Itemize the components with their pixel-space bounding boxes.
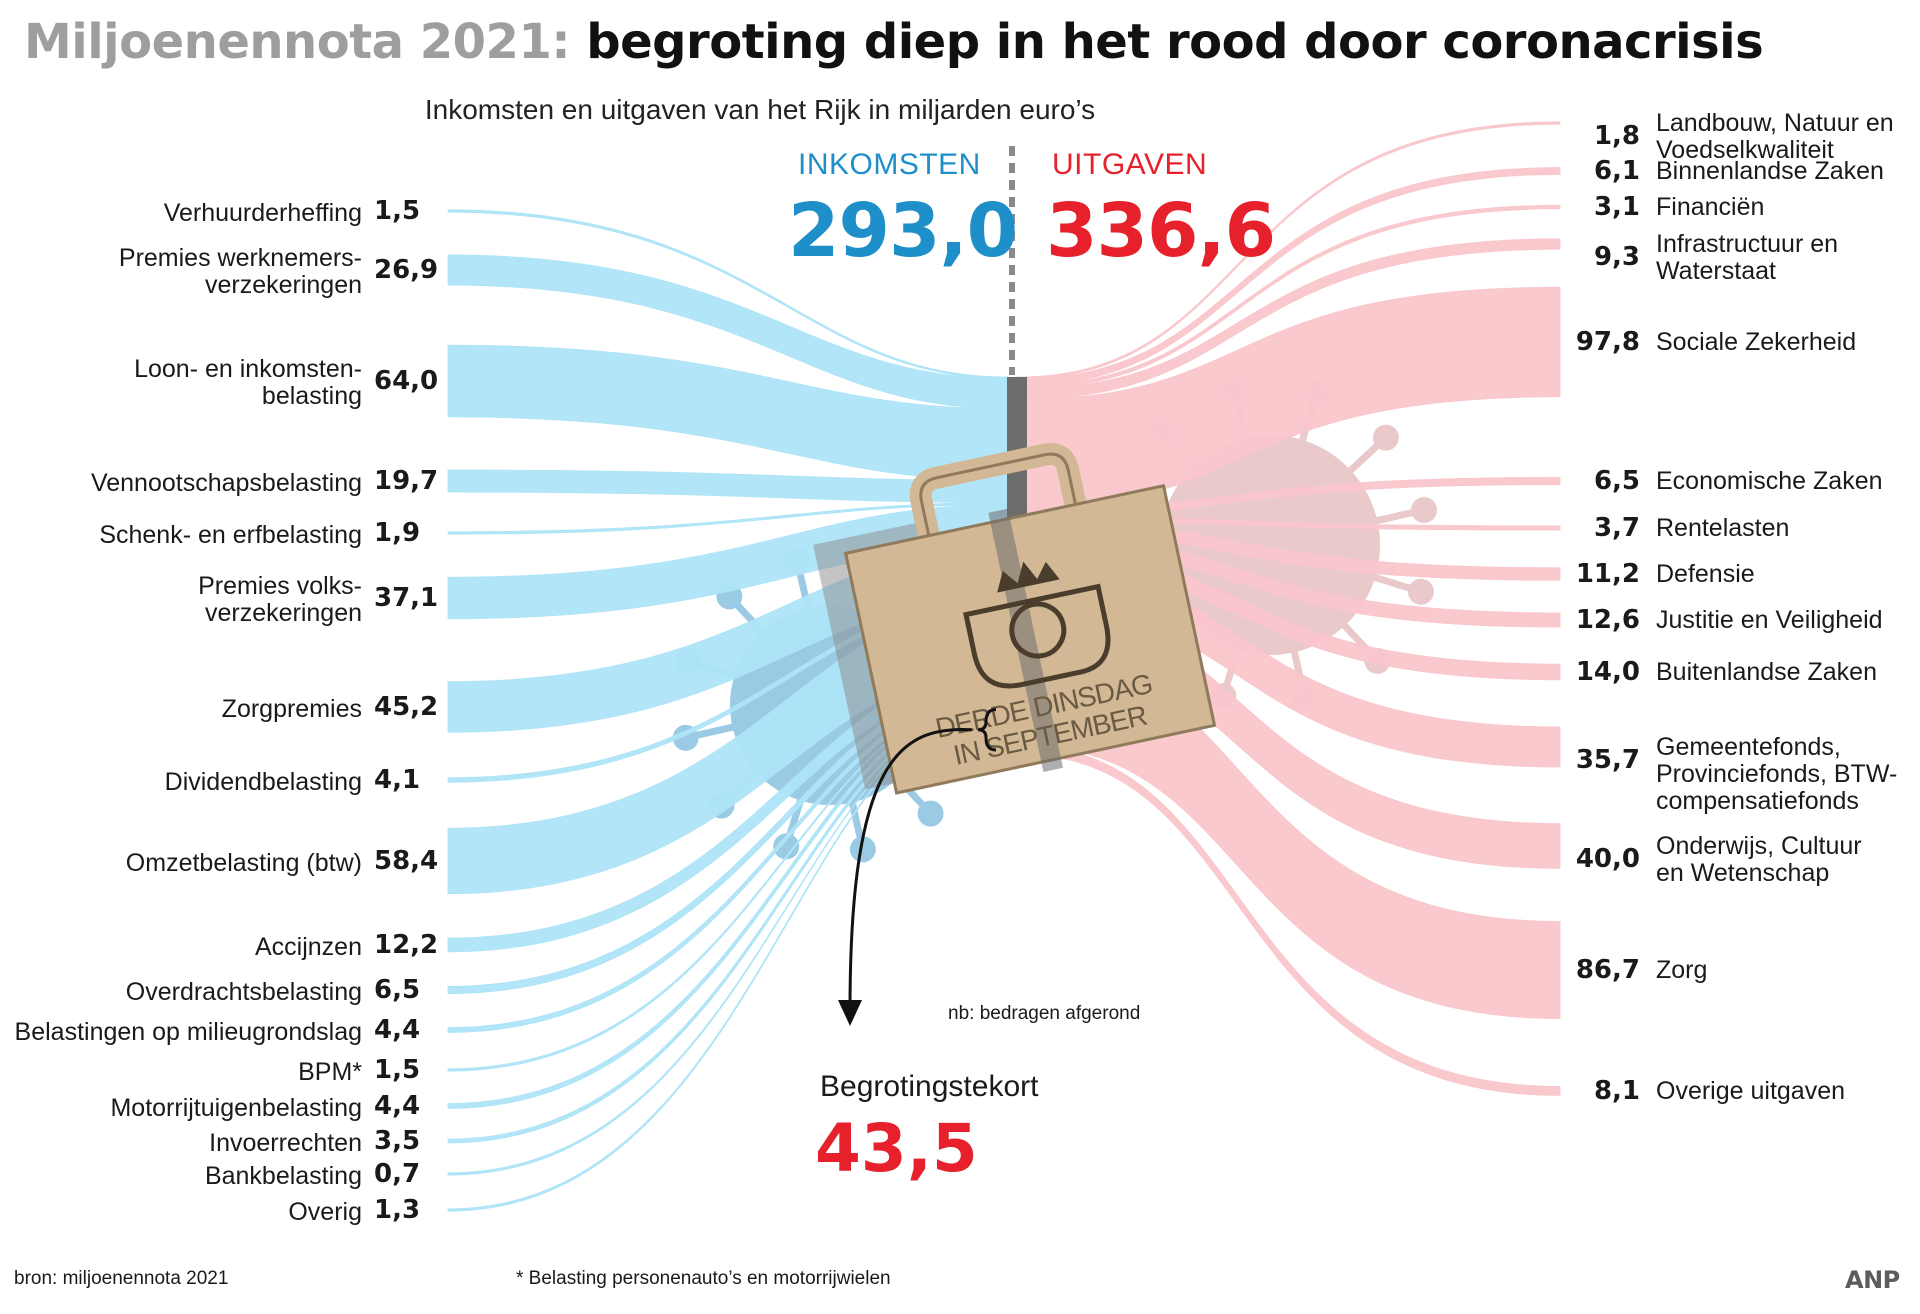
title-main: begroting diep in het rood door coronacr… bbox=[586, 14, 1764, 70]
expense-label-5: Economische Zaken bbox=[1656, 466, 1883, 495]
expense-value-10: 35,7 bbox=[1575, 745, 1640, 775]
expense-label-12: Zorg bbox=[1656, 955, 1708, 984]
expense-value-11: 40,0 bbox=[1575, 844, 1640, 874]
income-flow-2 bbox=[447, 344, 1008, 481]
title-prefix: Miljoenennota 2021: bbox=[24, 14, 571, 70]
expense-label-11: Onderwijs, Cultuur en Wetenschap bbox=[1656, 831, 1862, 887]
income-value-5: 37,1 bbox=[374, 582, 439, 613]
income-label-7: Dividendbelasting bbox=[164, 767, 362, 796]
expense-label-0: Landbouw, Natuur en Voedselkwaliteit bbox=[1656, 108, 1894, 164]
expense-header-label: UITGAVEN bbox=[1052, 148, 1208, 181]
expense-label-4: Sociale Zekerheid bbox=[1656, 327, 1857, 356]
expense-value-2: 3,1 bbox=[1593, 191, 1640, 222]
income-label-1: Premies werknemers-verzekeringen bbox=[118, 244, 362, 299]
source-text: bron: miljoenennota 2021 bbox=[14, 1268, 229, 1289]
expense-flow-2 bbox=[1016, 204, 1561, 390]
deficit-bracket-icon bbox=[838, 707, 997, 1026]
expense-label-2: Financiën bbox=[1656, 192, 1765, 221]
income-label-9: Accijnzen bbox=[255, 932, 362, 961]
expense-value-3: 9,3 bbox=[1593, 242, 1640, 272]
income-value-14: 3,5 bbox=[374, 1125, 421, 1156]
anp-logo: ANP bbox=[1845, 1266, 1900, 1294]
expense-value-12: 86,7 bbox=[1575, 954, 1640, 985]
expense-label-13: Overige uitgaven bbox=[1656, 1076, 1846, 1105]
expense-value-0: 1,8 bbox=[1593, 121, 1640, 151]
income-label-14: Invoerrechten bbox=[209, 1128, 362, 1157]
expense-value-13: 8,1 bbox=[1593, 1075, 1640, 1106]
rounding-note: nb: bedragen afgerond bbox=[948, 1003, 1141, 1024]
expense-value-4: 97,8 bbox=[1575, 326, 1640, 357]
income-label-5: Premies volks-verzekeringen bbox=[198, 572, 362, 627]
income-label-16: Overig bbox=[288, 1197, 362, 1226]
income-value-7: 4,1 bbox=[374, 764, 421, 795]
expense-flow-13 bbox=[1016, 744, 1561, 1096]
income-label-12: BPM* bbox=[298, 1057, 362, 1086]
expense-flow-3 bbox=[1016, 238, 1561, 401]
expense-value-7: 11,2 bbox=[1575, 558, 1640, 589]
expense-value-1: 6,1 bbox=[1593, 155, 1640, 186]
income-value-4: 1,9 bbox=[374, 517, 421, 548]
income-value-10: 6,5 bbox=[374, 974, 421, 1005]
income-value-12: 1,5 bbox=[374, 1054, 421, 1085]
deficit-label: Begrotingstekort bbox=[820, 1070, 1039, 1103]
income-value-2: 64,0 bbox=[374, 365, 439, 396]
expense-value-9: 14,0 bbox=[1575, 656, 1640, 687]
income-label-3: Vennootschapsbelasting bbox=[90, 468, 362, 497]
income-value-0: 1,5 bbox=[374, 195, 421, 226]
expense-value-8: 12,6 bbox=[1575, 604, 1640, 635]
income-value-11: 4,4 bbox=[374, 1014, 421, 1045]
income-value-1: 26,9 bbox=[374, 254, 439, 285]
expense-total: 336,6 bbox=[1046, 188, 1276, 274]
expense-label-3: Infrastructuur en Waterstaat bbox=[1656, 229, 1839, 285]
income-header-label: INKOMSTEN bbox=[798, 148, 981, 181]
income-label-11: Belastingen op milieugrondslag bbox=[14, 1017, 362, 1046]
expense-label-1: Binnenlandse Zaken bbox=[1656, 156, 1884, 185]
income-value-13: 4,4 bbox=[374, 1090, 421, 1121]
income-value-8: 58,4 bbox=[374, 845, 439, 876]
expense-flow-0 bbox=[1016, 121, 1561, 380]
income-value-16: 1,3 bbox=[374, 1194, 421, 1225]
income-label-10: Overdrachtsbelasting bbox=[125, 977, 362, 1006]
income-value-6: 45,2 bbox=[374, 691, 439, 722]
expense-flow-4 bbox=[1016, 286, 1561, 510]
income-label-13: Motorrijtuigenbelasting bbox=[110, 1093, 362, 1122]
income-label-4: Schenk- en erfbelasting bbox=[99, 520, 362, 549]
income-value-3: 19,7 bbox=[374, 465, 439, 496]
expense-label-6: Rentelasten bbox=[1656, 513, 1790, 542]
income-label-15: Bankbelasting bbox=[204, 1161, 362, 1190]
income-label-6: Zorgpremies bbox=[221, 694, 362, 723]
income-label-0: Verhuurderheffing bbox=[163, 198, 362, 227]
income-value-9: 12,2 bbox=[374, 929, 439, 960]
income-label-8: Omzetbelasting (btw) bbox=[125, 848, 362, 877]
expense-value-5: 6,5 bbox=[1593, 465, 1640, 496]
income-value-15: 0,7 bbox=[374, 1158, 421, 1189]
chart-subtitle: Inkomsten en uitgaven van het Rijk in mi… bbox=[424, 94, 1096, 125]
expense-label-10: Gemeentefonds, Provinciefonds, BTW-compen… bbox=[1656, 732, 1898, 815]
expense-flow-1 bbox=[1016, 167, 1561, 387]
expense-label-9: Buitenlandse Zaken bbox=[1656, 657, 1877, 686]
expense-label-8: Justitie en Veiligheid bbox=[1656, 605, 1883, 634]
expense-label-7: Defensie bbox=[1656, 559, 1755, 588]
income-label-2: Loon- en inkomsten-belasting bbox=[134, 355, 362, 410]
expense-value-6: 3,7 bbox=[1593, 512, 1640, 543]
page-title: Miljoenennota 2021: begroting diep in he… bbox=[24, 14, 1764, 70]
deficit-value: 43,5 bbox=[815, 1110, 978, 1187]
footnote-text: * Belasting personenauto’s en motorrijwi… bbox=[516, 1268, 891, 1289]
income-total: 293,0 bbox=[788, 188, 1018, 274]
